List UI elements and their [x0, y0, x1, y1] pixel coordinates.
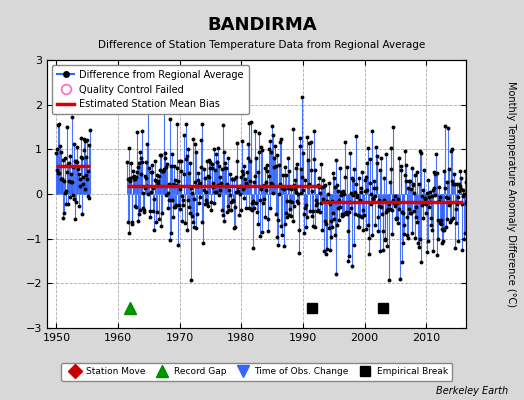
Legend: Difference from Regional Average, Quality Control Failed, Estimated Station Mean: Difference from Regional Average, Qualit… — [52, 65, 248, 114]
Text: Berkeley Earth: Berkeley Earth — [436, 386, 508, 396]
Text: Monthly Temperature Anomaly Difference (°C): Monthly Temperature Anomaly Difference (… — [506, 81, 516, 307]
Text: Difference of Station Temperature Data from Regional Average: Difference of Station Temperature Data f… — [99, 40, 425, 50]
Legend: Station Move, Record Gap, Time of Obs. Change, Empirical Break: Station Move, Record Gap, Time of Obs. C… — [61, 363, 452, 381]
Text: BANDIRMA: BANDIRMA — [207, 16, 317, 34]
